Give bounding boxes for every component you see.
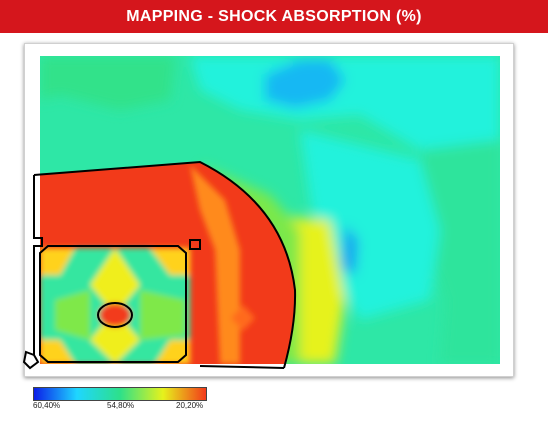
field-lines	[22, 160, 297, 370]
heat-region-diamond-spot	[231, 305, 255, 331]
infield-yellow-bottom	[90, 310, 140, 364]
infield-green-left	[55, 290, 90, 340]
heat-region-orange-edge	[190, 165, 240, 364]
infield-green-right	[140, 290, 185, 340]
baseline-bottom	[199, 365, 285, 369]
infield-corner-bottom-left	[40, 340, 75, 364]
color-scale-bar	[33, 387, 207, 401]
infield-corner-top-left	[40, 248, 75, 275]
page-title: MAPPING - SHOCK ABSORPTION (%)	[126, 7, 422, 25]
mound-red-spot	[99, 303, 131, 327]
legend-label-min: 60,40%	[33, 401, 61, 410]
infield-arc-line	[33, 160, 297, 369]
home-plate-line	[22, 350, 40, 370]
title-bar: MAPPING - SHOCK ABSORPTION (%)	[0, 0, 548, 33]
heat-region-low-pocket	[265, 60, 345, 108]
left-foul-line	[33, 175, 43, 355]
heat-region-yellow-strip	[260, 215, 345, 364]
base-marker	[189, 239, 201, 250]
legend-label-max: 20,20%	[176, 401, 204, 410]
heat-region-top-left	[40, 56, 175, 110]
heat-region-right	[420, 140, 500, 364]
infield-corner-top-right	[150, 248, 190, 275]
infield-yellow-top	[90, 248, 140, 315]
heat-region-right-notch	[342, 225, 358, 275]
infield-square-line	[39, 245, 187, 363]
legend-label-mid: 54,80%	[107, 401, 135, 410]
pitcher-mound-line	[97, 302, 133, 328]
